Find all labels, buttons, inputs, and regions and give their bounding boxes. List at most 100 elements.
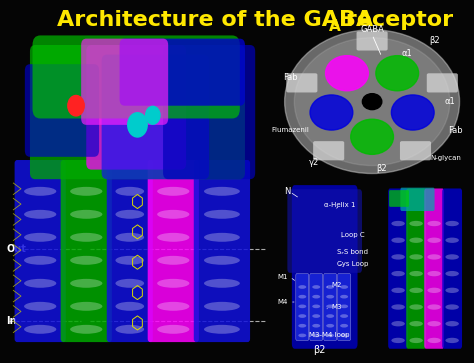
Ellipse shape bbox=[392, 304, 405, 310]
Circle shape bbox=[351, 119, 393, 154]
Ellipse shape bbox=[157, 210, 190, 219]
FancyBboxPatch shape bbox=[406, 188, 426, 349]
Ellipse shape bbox=[392, 338, 405, 343]
Ellipse shape bbox=[340, 314, 348, 318]
Ellipse shape bbox=[204, 279, 240, 288]
Ellipse shape bbox=[204, 302, 240, 311]
Circle shape bbox=[68, 95, 84, 116]
Text: M3: M3 bbox=[331, 304, 342, 310]
Circle shape bbox=[392, 95, 434, 130]
Text: receptor: receptor bbox=[338, 10, 454, 30]
Ellipse shape bbox=[116, 233, 144, 242]
Text: α-Helix 1: α-Helix 1 bbox=[324, 202, 356, 208]
Ellipse shape bbox=[392, 237, 405, 243]
Ellipse shape bbox=[116, 187, 144, 196]
Ellipse shape bbox=[392, 321, 405, 326]
Ellipse shape bbox=[116, 256, 144, 265]
FancyBboxPatch shape bbox=[194, 160, 250, 342]
Circle shape bbox=[310, 95, 353, 130]
Text: In: In bbox=[6, 316, 17, 326]
Text: α1: α1 bbox=[401, 49, 412, 58]
Ellipse shape bbox=[428, 338, 441, 343]
FancyBboxPatch shape bbox=[119, 38, 245, 106]
Ellipse shape bbox=[204, 210, 240, 219]
FancyBboxPatch shape bbox=[287, 189, 362, 273]
Ellipse shape bbox=[392, 221, 405, 226]
Ellipse shape bbox=[340, 305, 348, 308]
FancyBboxPatch shape bbox=[424, 188, 444, 349]
Ellipse shape bbox=[392, 271, 405, 276]
Ellipse shape bbox=[410, 321, 423, 326]
FancyBboxPatch shape bbox=[101, 54, 209, 179]
Ellipse shape bbox=[116, 302, 144, 311]
Ellipse shape bbox=[24, 210, 56, 219]
Ellipse shape bbox=[157, 302, 190, 311]
FancyBboxPatch shape bbox=[163, 45, 255, 179]
Ellipse shape bbox=[410, 237, 423, 243]
Text: N: N bbox=[283, 187, 290, 196]
Ellipse shape bbox=[410, 254, 423, 260]
FancyBboxPatch shape bbox=[107, 160, 153, 342]
Ellipse shape bbox=[298, 295, 306, 298]
Ellipse shape bbox=[24, 256, 56, 265]
Ellipse shape bbox=[446, 338, 459, 343]
Ellipse shape bbox=[70, 210, 102, 219]
Text: β2: β2 bbox=[313, 346, 326, 355]
FancyBboxPatch shape bbox=[296, 274, 309, 340]
Text: M3-M4 loop: M3-M4 loop bbox=[310, 333, 350, 338]
Ellipse shape bbox=[312, 295, 320, 298]
Ellipse shape bbox=[340, 324, 348, 327]
FancyBboxPatch shape bbox=[356, 31, 388, 50]
FancyBboxPatch shape bbox=[61, 160, 112, 342]
FancyBboxPatch shape bbox=[427, 73, 458, 93]
Ellipse shape bbox=[446, 271, 459, 276]
Text: Out: Out bbox=[6, 244, 26, 254]
Text: Loop C: Loop C bbox=[341, 232, 365, 238]
Text: Flumazenil: Flumazenil bbox=[272, 127, 310, 133]
Text: α1: α1 bbox=[445, 97, 455, 106]
Ellipse shape bbox=[116, 325, 144, 334]
Ellipse shape bbox=[428, 271, 441, 276]
Ellipse shape bbox=[24, 302, 56, 311]
Ellipse shape bbox=[428, 221, 441, 226]
Ellipse shape bbox=[312, 305, 320, 308]
Ellipse shape bbox=[204, 325, 240, 334]
FancyBboxPatch shape bbox=[30, 45, 245, 179]
Ellipse shape bbox=[298, 334, 306, 337]
Ellipse shape bbox=[157, 233, 190, 242]
Ellipse shape bbox=[312, 314, 320, 318]
Ellipse shape bbox=[410, 338, 423, 343]
Ellipse shape bbox=[116, 210, 144, 219]
Text: γ2: γ2 bbox=[309, 158, 319, 167]
Ellipse shape bbox=[326, 295, 334, 298]
Text: N-glycan: N-glycan bbox=[430, 155, 461, 160]
FancyBboxPatch shape bbox=[313, 141, 344, 160]
FancyBboxPatch shape bbox=[389, 190, 409, 207]
Ellipse shape bbox=[312, 285, 320, 289]
FancyBboxPatch shape bbox=[86, 45, 186, 170]
Ellipse shape bbox=[326, 285, 334, 289]
FancyBboxPatch shape bbox=[388, 188, 408, 349]
Circle shape bbox=[128, 113, 147, 137]
Ellipse shape bbox=[204, 187, 240, 196]
Ellipse shape bbox=[70, 279, 102, 288]
Ellipse shape bbox=[70, 302, 102, 311]
Ellipse shape bbox=[326, 314, 334, 318]
FancyBboxPatch shape bbox=[148, 160, 199, 342]
Ellipse shape bbox=[70, 256, 102, 265]
Ellipse shape bbox=[204, 256, 240, 265]
Ellipse shape bbox=[446, 237, 459, 243]
Circle shape bbox=[284, 30, 459, 174]
Ellipse shape bbox=[298, 324, 306, 327]
Ellipse shape bbox=[340, 295, 348, 298]
FancyBboxPatch shape bbox=[442, 188, 462, 349]
Ellipse shape bbox=[157, 325, 190, 334]
Ellipse shape bbox=[340, 285, 348, 289]
Ellipse shape bbox=[428, 287, 441, 293]
Ellipse shape bbox=[410, 221, 423, 226]
Text: Cys Loop: Cys Loop bbox=[337, 261, 368, 266]
Circle shape bbox=[294, 38, 450, 166]
Ellipse shape bbox=[24, 279, 56, 288]
Ellipse shape bbox=[116, 279, 144, 288]
Ellipse shape bbox=[157, 187, 190, 196]
